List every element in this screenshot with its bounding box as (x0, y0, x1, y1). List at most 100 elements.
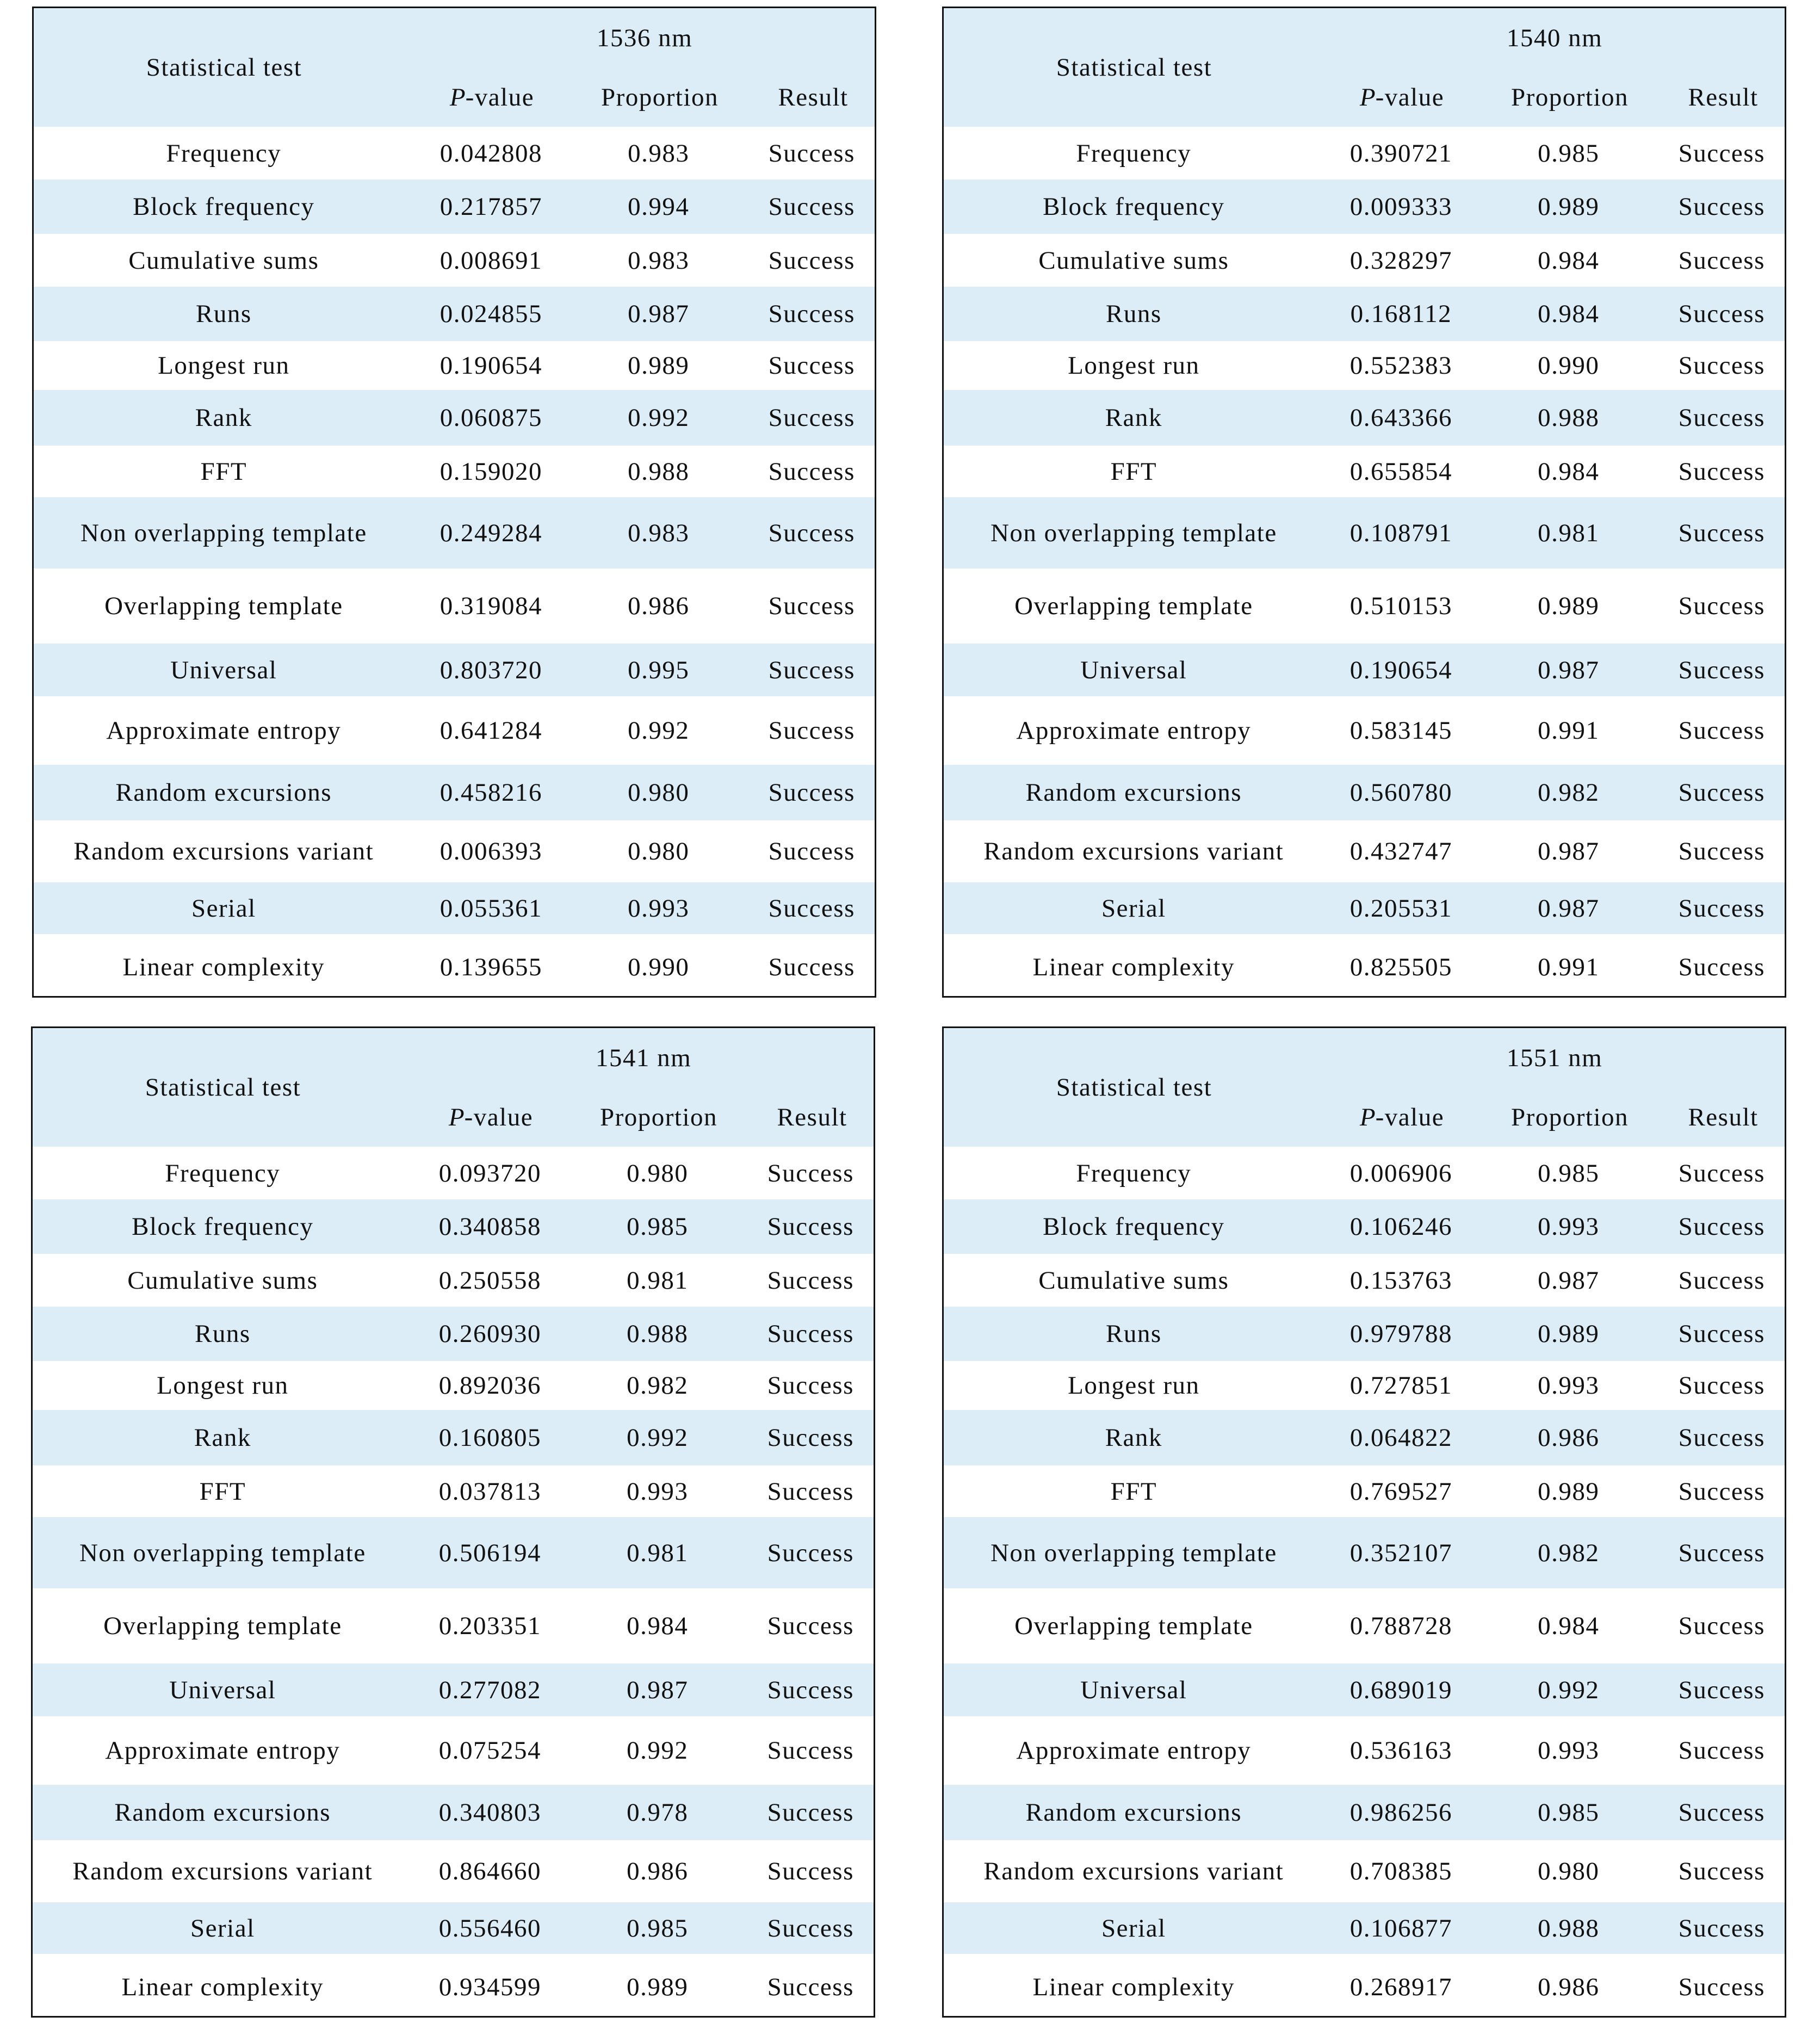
p-value: 0.250558 (438, 1266, 541, 1295)
table-row: FFT 0.769527 0.989 Success (944, 1465, 1785, 1517)
table-row: Linear complexity 0.139655 0.990 Success (34, 934, 875, 1000)
test-name: Runs (196, 300, 252, 328)
p-value: 0.217857 (439, 193, 542, 221)
test-name: Longest run (157, 1371, 289, 1400)
proportion: 0.986 (628, 592, 690, 620)
result: Success (768, 716, 855, 745)
proportion: 0.986 (1538, 1972, 1600, 2001)
test-name: Random excursions (1025, 778, 1242, 807)
result: Success (1678, 246, 1765, 275)
p-value: 0.825505 (1349, 952, 1452, 981)
test-name: Runs (1106, 1320, 1162, 1348)
proportion: 0.986 (627, 1857, 689, 1885)
test-name: Frequency (166, 139, 282, 168)
p-value: 0.892036 (438, 1371, 541, 1400)
test-name: Universal (1080, 1675, 1187, 1704)
header-label: Result (777, 1103, 847, 1131)
test-name: Approximate entropy (1016, 716, 1252, 745)
result: Success (1678, 1213, 1765, 1241)
result: Success (767, 1857, 854, 1885)
p-value: 0.727851 (1349, 1371, 1452, 1400)
proportion: 0.988 (627, 1320, 689, 1348)
p-value: 0.552383 (1349, 351, 1452, 380)
p-suffix: -value (465, 83, 535, 112)
proportion: 0.989 (1538, 1477, 1600, 1506)
proportion: 0.993 (1538, 1213, 1600, 1241)
header-proportion: Proportion (569, 67, 750, 127)
p-value: 0.560780 (1349, 778, 1452, 807)
test-name: Approximate entropy (1016, 1736, 1252, 1765)
test-name: Cumulative sums (1038, 1266, 1229, 1295)
table-row: FFT 0.037813 0.993 Success (33, 1465, 874, 1517)
wavelength-label: 1551 nm (1506, 1043, 1603, 1072)
table-row: Frequency 0.390721 0.985 Success (944, 127, 1785, 180)
test-name: Serial (190, 1914, 255, 1943)
result: Success (768, 246, 855, 275)
test-name: Serial (191, 894, 256, 923)
p-value: 0.064822 (1349, 1424, 1452, 1452)
table-row: Runs 0.168112 0.984 Success (944, 287, 1785, 341)
table-row: Approximate entropy 0.641284 0.992 Success (34, 696, 875, 765)
table-row: Runs 0.260930 0.988 Success (33, 1307, 874, 1361)
proportion: 0.982 (627, 1371, 689, 1400)
p-value: 0.432747 (1349, 837, 1452, 865)
table-row: Overlapping template 0.788728 0.984 Success (944, 1588, 1785, 1663)
proportion: 0.987 (1538, 655, 1600, 684)
table-row: Overlapping template 0.510153 0.989 Success (944, 568, 1785, 644)
header-label: Proportion (599, 1103, 718, 1131)
proportion: 0.992 (627, 1424, 689, 1452)
result: Success (1678, 1675, 1765, 1704)
header-label: Result (778, 83, 849, 112)
wavelength-label: 1541 nm (595, 1043, 692, 1072)
test-name: Longest run (1068, 351, 1200, 380)
proportion: 0.987 (1538, 837, 1600, 865)
table-header: Statistical test 1540 nm P -value Proportion… (944, 8, 1785, 127)
proportion: 0.993 (627, 1477, 689, 1506)
table-row: Frequency 0.042808 0.983 Success (34, 127, 875, 180)
header-proportion: Proportion (1479, 1087, 1660, 1147)
proportion: 0.982 (1538, 778, 1600, 807)
proportion: 0.980 (628, 837, 690, 865)
results-table-1551nm: Statistical test 1551 nm P -value Proportion… (942, 1026, 1786, 2018)
test-name: Overlapping template (1014, 592, 1253, 620)
proportion: 0.989 (1538, 1320, 1600, 1348)
proportion: 0.984 (1538, 1612, 1600, 1640)
header-p-value: P -value (414, 67, 569, 127)
header-statistical-test: Statistical test (944, 8, 1324, 127)
proportion: 0.991 (1538, 952, 1600, 981)
p-value: 0.328297 (1349, 246, 1452, 275)
test-name: Non overlapping template (80, 518, 367, 547)
result: Success (1678, 1857, 1765, 1885)
table-row: Universal 0.689019 0.992 Success (944, 1663, 1785, 1716)
p-letter: P (1359, 83, 1376, 112)
test-name: Serial (1101, 894, 1166, 923)
p-value: 0.788728 (1349, 1612, 1452, 1640)
proportion: 0.983 (628, 139, 690, 168)
proportion: 0.987 (1538, 894, 1600, 923)
results-table-1536nm: Statistical test 1536 nm P -value Proportion… (32, 7, 876, 998)
result: Success (1678, 404, 1765, 432)
proportion: 0.980 (628, 778, 690, 807)
table-row: Overlapping template 0.319084 0.986 Success (34, 568, 875, 644)
p-value: 0.458216 (439, 778, 542, 807)
result: Success (768, 952, 855, 981)
table-row: Approximate entropy 0.583145 0.991 Success (944, 696, 1785, 765)
table-row: Universal 0.277082 0.987 Success (33, 1663, 874, 1716)
test-name: FFT (199, 1477, 246, 1506)
table-row: Block frequency 0.009333 0.989 Success (944, 180, 1785, 234)
table-row: Runs 0.024855 0.987 Success (34, 287, 875, 341)
table-row: Longest run 0.892036 0.982 Success (33, 1361, 874, 1410)
proportion: 0.989 (628, 351, 690, 380)
test-name: Random excursions variant (983, 1857, 1284, 1885)
header-result: Result (750, 67, 876, 127)
p-value: 0.190654 (439, 351, 542, 380)
proportion: 0.992 (627, 1736, 689, 1765)
proportion: 0.989 (1538, 592, 1600, 620)
p-value: 0.203351 (438, 1612, 541, 1640)
p-value: 0.055361 (439, 894, 542, 923)
proportion: 0.978 (627, 1798, 689, 1827)
proportion: 0.990 (1538, 351, 1600, 380)
table-row: Block frequency 0.106246 0.993 Success (944, 1199, 1785, 1254)
test-name: Block frequency (1043, 193, 1225, 221)
table-row: Random excursions 0.340803 0.978 Success (33, 1785, 874, 1840)
